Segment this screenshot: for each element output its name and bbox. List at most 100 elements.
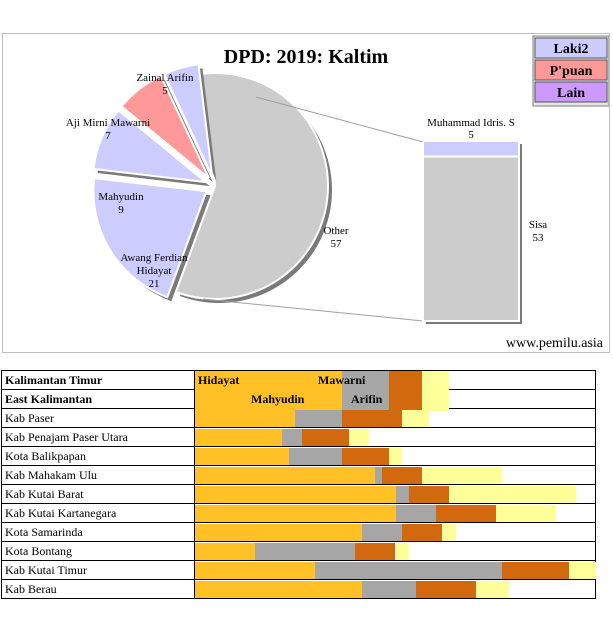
- breakdown-value-1: 53: [533, 232, 545, 244]
- region-bar: [194, 446, 596, 466]
- bar-segment-arifin: [442, 524, 456, 541]
- bar-segment-mawarni: [382, 467, 423, 484]
- bar-segment-mawarni: [415, 581, 476, 598]
- table-row: Kab Kutai Barat: [1, 484, 596, 504]
- bar-segment-hidayat: [195, 429, 282, 446]
- bar-segment-arifin: [569, 562, 596, 579]
- pie-slice-2: [120, 74, 210, 179]
- region-name: Kab Mahakam Ulu: [1, 465, 195, 485]
- pie-slice-4: [174, 72, 329, 300]
- bar-segment-arifin: [402, 410, 429, 427]
- region-bar: [194, 427, 596, 447]
- region-bar: [194, 484, 596, 504]
- region-bar: [194, 408, 596, 428]
- table-row: Kab Berau: [1, 579, 596, 599]
- pie-slice-0: [92, 177, 208, 299]
- region-bar: [194, 541, 596, 561]
- connector-bottom: [202, 298, 424, 322]
- table-row: Kab Paser: [1, 408, 596, 428]
- bar-segment-hidayat: [195, 467, 376, 484]
- bar-segment-hidayat: [195, 543, 256, 560]
- region-bar: [194, 522, 596, 542]
- pie-slice-3: [162, 63, 214, 177]
- slice-value-2: 7: [105, 130, 111, 142]
- table-row: Kab Kutai Timur: [1, 560, 596, 580]
- bar-segment-mahyudin: [295, 410, 343, 427]
- table-row: Kota Balikpapan: [1, 446, 596, 466]
- legend-swatch-1: [534, 59, 608, 81]
- region-name: Kab Kutai Barat: [1, 484, 195, 504]
- breakdown-label-1: Sisa: [529, 219, 547, 231]
- table-header-legend: Mahyudin Arifin: [194, 389, 596, 409]
- breakdown-bar-0: [422, 140, 520, 158]
- table-header-label: Kalimantan Timur: [1, 370, 195, 390]
- legend-label-0: Laki2: [553, 42, 588, 57]
- bar-segment-mahyudin: [375, 467, 383, 484]
- slice-label-0-1: Hidayat: [137, 265, 172, 277]
- breakdown-value-0: 5: [468, 129, 474, 141]
- connector-top: [255, 96, 424, 143]
- table-header-row: East Kalimantan Mahyudin Arifin: [1, 389, 596, 409]
- slice-value-4: 57: [331, 238, 343, 250]
- breakdown-bar-1: [422, 155, 520, 322]
- bar-segment-mawarni: [402, 524, 443, 541]
- slice-label-1-0: Mahyudin: [98, 191, 144, 203]
- region-name: Kab Kutai Kartanegara: [1, 503, 195, 523]
- slice-value-1: 9: [118, 204, 124, 216]
- bar-segment-mawarni: [301, 429, 349, 446]
- bar-segment-arifin: [495, 505, 556, 522]
- region-bar: [194, 560, 596, 580]
- bar-segment-hidayat: [195, 505, 396, 522]
- bar-segment-mahyudin: [281, 429, 302, 446]
- region-table: Kalimantan Timur Hidayat Mawarni East Kalim…: [1, 370, 596, 599]
- pie-slice-1: [92, 109, 210, 184]
- region-name: Kab Penajam Paser Utara: [1, 427, 195, 447]
- bar-segment-mahyudin: [395, 486, 409, 503]
- header-legend-label-0: Hidayat: [198, 373, 240, 387]
- bar-segment-mahyudin: [255, 543, 356, 560]
- bar-segment-hidayat: [195, 562, 316, 579]
- header-legend-label-2: Mawarni: [318, 373, 366, 387]
- bar-segment-mahyudin: [395, 505, 436, 522]
- table-row: Kab Penajam Paser Utara: [1, 427, 596, 447]
- header-legend-label-3: Arifin: [351, 392, 383, 406]
- bar-segment-arifin: [348, 429, 369, 446]
- region-name: Kab Paser: [1, 408, 195, 428]
- region-bar: [194, 465, 596, 485]
- slice-value-3: 5: [162, 85, 168, 97]
- region-name: Kab Berau: [1, 579, 195, 599]
- bar-segment-mawarni: [408, 486, 449, 503]
- bar-segment-mawarni: [342, 410, 403, 427]
- table-header-legend: Hidayat Mawarni: [194, 370, 596, 411]
- chart-panel: DPD: 2019: Kaltim www.pemilu.asia Laki2 P'p…: [2, 33, 610, 353]
- bar-segment-hidayat: [195, 486, 396, 503]
- region-name: Kota Samarinda: [1, 522, 195, 542]
- pie-chart: DPD: 2019: Kaltim www.pemilu.asia Laki2 P'p…: [66, 35, 609, 351]
- legend-swatch-2: [534, 81, 608, 103]
- legend-label-2: Lain: [557, 86, 585, 101]
- table-row: Kota Bontang: [1, 541, 596, 561]
- bar-segment-hidayat: [195, 524, 363, 541]
- slice-label-0-0: Awang Ferdian: [120, 252, 188, 264]
- region-name: Kota Balikpapan: [1, 446, 195, 466]
- table-header-row: Kalimantan Timur Hidayat Mawarni: [1, 370, 596, 411]
- bar-segment-mawarni: [435, 505, 496, 522]
- region-bar: [194, 579, 596, 599]
- bar-segment-mawarni: [355, 543, 396, 560]
- watermark: www.pemilu.asia: [506, 336, 604, 351]
- chart-title: DPD: 2019: Kaltim: [224, 46, 389, 68]
- region-bar: [194, 503, 596, 523]
- bar-segment-arifin: [475, 581, 510, 598]
- bar-segment-arifin: [388, 448, 403, 465]
- slice-label-3-0: Zainal Arifin: [136, 72, 194, 84]
- bar-segment-arifin: [448, 486, 576, 503]
- table-header-label: East Kalimantan: [1, 389, 195, 409]
- bar-segment-hidayat: [195, 410, 296, 427]
- breakdown-label-0: Muhammad Idris. S: [427, 117, 515, 129]
- table-row: Kab Kutai Kartanegara: [1, 503, 596, 523]
- bar-segment-hidayat: [195, 581, 363, 598]
- bar-segment-mahyudin: [362, 581, 416, 598]
- region-name: Kota Bontang: [1, 541, 195, 561]
- bar-segment-mahyudin: [315, 562, 503, 579]
- slice-label-4-0: Other: [323, 225, 348, 237]
